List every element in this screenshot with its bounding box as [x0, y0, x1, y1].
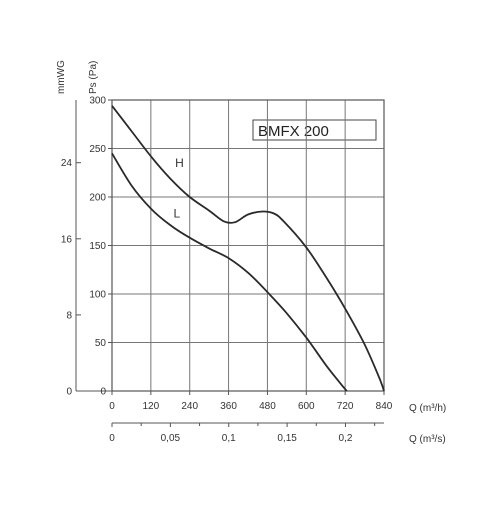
y-tick-label: 50 — [95, 338, 107, 349]
model-title: BMFX 200 — [258, 123, 329, 140]
x-tick-label: 240 — [181, 401, 198, 412]
curve-label-l: L — [174, 206, 181, 220]
x-tick-label: 840 — [376, 401, 393, 412]
x-tick-label: 480 — [259, 401, 276, 412]
y-tick-label: 100 — [89, 290, 106, 301]
y-tick-label: 150 — [89, 241, 106, 252]
y-axis-title: Ps (Pa) — [88, 61, 99, 94]
x-tick-label: 720 — [337, 401, 354, 412]
curve-l — [111, 152, 348, 392]
y2-tick-label: 0 — [66, 387, 72, 398]
x2-tick-label: 0,15 — [277, 433, 297, 444]
x-axis-title: Q (m³/h) — [409, 403, 446, 414]
curve-label-h: H — [175, 156, 184, 170]
y2-axis-title: mmWG — [56, 60, 67, 94]
y-tick-label: 0 — [100, 387, 106, 398]
curve-h — [111, 105, 385, 392]
y-tick-label: 300 — [89, 96, 106, 107]
x2-tick-label: 0,1 — [222, 433, 236, 444]
x-tick-label: 0 — [109, 401, 115, 412]
x2-tick-label: 0 — [109, 433, 115, 444]
y-tick-label: 200 — [89, 193, 106, 204]
x-tick-label: 120 — [143, 401, 160, 412]
y2-tick-label: 16 — [61, 234, 73, 245]
y-tick-label: 250 — [89, 144, 106, 155]
x-tick-label: 600 — [298, 401, 315, 412]
x2-tick-label: 0,05 — [161, 433, 181, 444]
y2-tick-label: 24 — [61, 158, 73, 169]
y2-tick-label: 8 — [66, 310, 72, 321]
x2-axis-title: Q (m³/s) — [409, 434, 446, 445]
x2-tick-label: 0,2 — [339, 433, 353, 444]
x-tick-label: 360 — [220, 401, 237, 412]
